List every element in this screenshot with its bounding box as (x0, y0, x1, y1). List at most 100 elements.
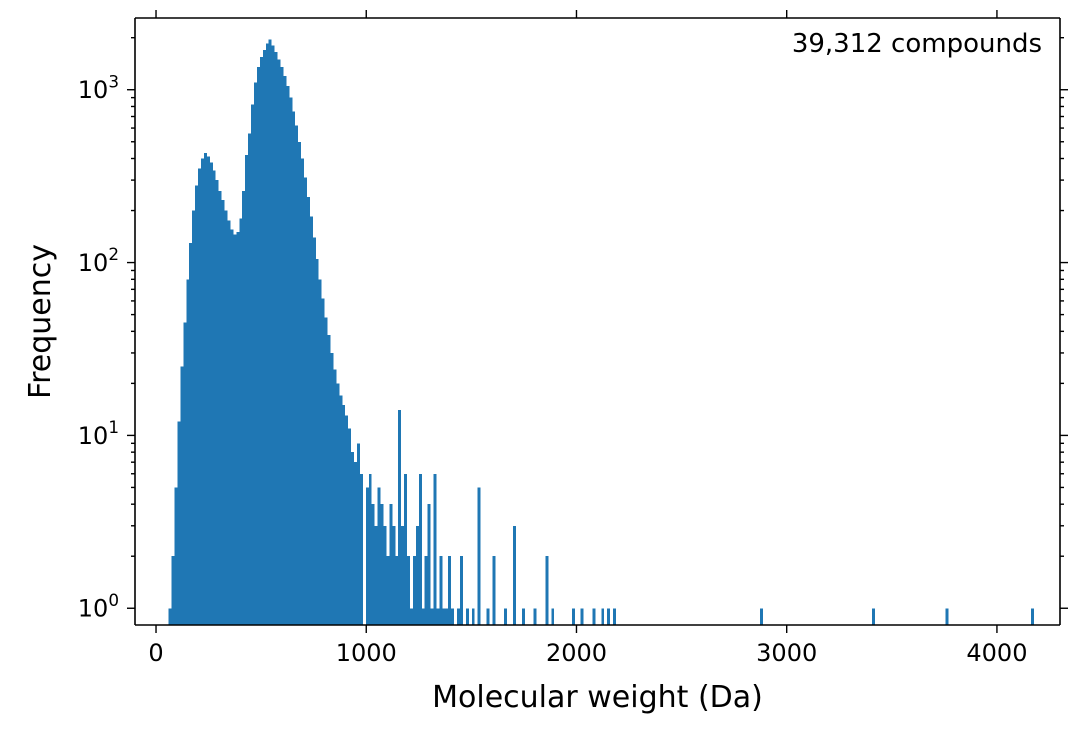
histogram-bar (434, 474, 437, 625)
x-tick-label: 4000 (966, 639, 1027, 667)
histogram-bar (372, 504, 375, 625)
histogram-bar (428, 504, 431, 625)
histogram-bar (189, 243, 192, 625)
histogram-bar (375, 526, 378, 625)
histogram-bar (278, 59, 281, 625)
histogram-bar (201, 159, 204, 625)
histogram-bar (239, 218, 242, 625)
histogram-bar (407, 556, 410, 625)
histogram-bar (204, 153, 207, 625)
histogram-bar (333, 370, 336, 625)
histogram-bar (572, 608, 575, 625)
histogram-bar (410, 608, 413, 625)
histogram-bar (230, 230, 233, 625)
histogram-bar (534, 608, 537, 625)
histogram-bar (313, 237, 316, 625)
histogram-bar (331, 353, 334, 625)
compound-count-annotation: 39,312 compounds (792, 29, 1042, 59)
histogram-bar (436, 608, 439, 625)
histogram-bar (216, 180, 219, 625)
histogram-bar (360, 474, 363, 625)
histogram-bar (601, 608, 604, 625)
histogram-bar (180, 367, 183, 625)
histogram-bar (248, 133, 251, 625)
histogram-bar (251, 105, 254, 625)
histogram-bar (386, 556, 389, 625)
histogram-bar (357, 443, 360, 625)
histogram-bar (328, 335, 331, 625)
histogram-bar (210, 162, 213, 625)
histogram-bar (422, 608, 425, 625)
histogram-bar (195, 185, 198, 625)
x-tick-label: 3000 (756, 639, 817, 667)
histogram-bar (872, 608, 875, 625)
histogram-bar (551, 608, 554, 625)
histogram-bar (613, 608, 616, 625)
histogram-bar (272, 46, 275, 625)
histogram-bar (257, 67, 260, 625)
histogram-bar (760, 608, 763, 625)
histogram-bar (222, 200, 225, 625)
histogram-bar (378, 487, 381, 625)
histogram-bar (392, 526, 395, 625)
histogram-bar (381, 504, 384, 625)
histogram-bar (177, 422, 180, 625)
histogram-bar (322, 298, 325, 625)
x-tick-label: 2000 (546, 639, 607, 667)
histogram-bar (301, 159, 304, 625)
histogram-bar (413, 556, 416, 625)
y-axis-label: Frequency (23, 244, 58, 399)
histogram-bar (192, 211, 195, 625)
histogram-bar (401, 526, 404, 625)
histogram-bar (466, 608, 469, 625)
x-tick-label: 0 (148, 639, 163, 667)
histogram-bar (457, 608, 460, 625)
histogram-bar (395, 556, 398, 625)
histogram-bar (298, 142, 301, 625)
histogram-bar (307, 197, 310, 625)
histogram-bar (348, 428, 351, 625)
y-tick-label: 101 (78, 417, 119, 450)
histogram-bar (207, 157, 210, 625)
histogram-bar (219, 191, 222, 625)
histogram-bar (419, 474, 422, 625)
y-tick-label: 102 (78, 244, 119, 277)
histogram-bar (345, 416, 348, 625)
histogram-bar (513, 526, 516, 625)
histogram-bar (439, 556, 442, 625)
histogram-bar (545, 556, 548, 625)
histogram-bar (404, 474, 407, 625)
histogram-bar (336, 383, 339, 625)
histogram-bar (431, 608, 434, 625)
histogram-bar (289, 98, 292, 625)
histogram-bar (275, 52, 278, 625)
histogram-bar (946, 608, 949, 625)
histogram-bar (225, 211, 228, 625)
histogram-bar (339, 396, 342, 625)
histogram-chart: 01000200030004000 100101102103 Molecular… (0, 0, 1080, 729)
histogram-bar (183, 323, 186, 625)
histogram-bar (228, 221, 231, 625)
x-tick-label: 1000 (336, 639, 397, 667)
histogram-bar (316, 259, 319, 625)
histogram-bar (236, 232, 239, 625)
histogram-bar (442, 608, 445, 625)
histogram-bar (213, 171, 216, 625)
histogram-bar (198, 169, 201, 625)
histogram-bar (607, 608, 610, 625)
histogram-bar (445, 608, 448, 625)
histogram-bar (398, 410, 401, 625)
histogram-bar (175, 487, 178, 625)
histogram-bar (269, 40, 272, 625)
histogram-bar (366, 487, 369, 625)
histogram-bar (295, 126, 298, 625)
histogram-bar (286, 86, 289, 625)
y-tick-label: 103 (78, 71, 119, 104)
histogram-bar (310, 216, 313, 625)
histogram-bar (292, 111, 295, 625)
histogram-bar (186, 279, 189, 625)
histogram-bar (504, 608, 507, 625)
histogram-bar (354, 462, 357, 625)
histogram-bar (581, 608, 584, 625)
histogram-bar (389, 504, 392, 625)
